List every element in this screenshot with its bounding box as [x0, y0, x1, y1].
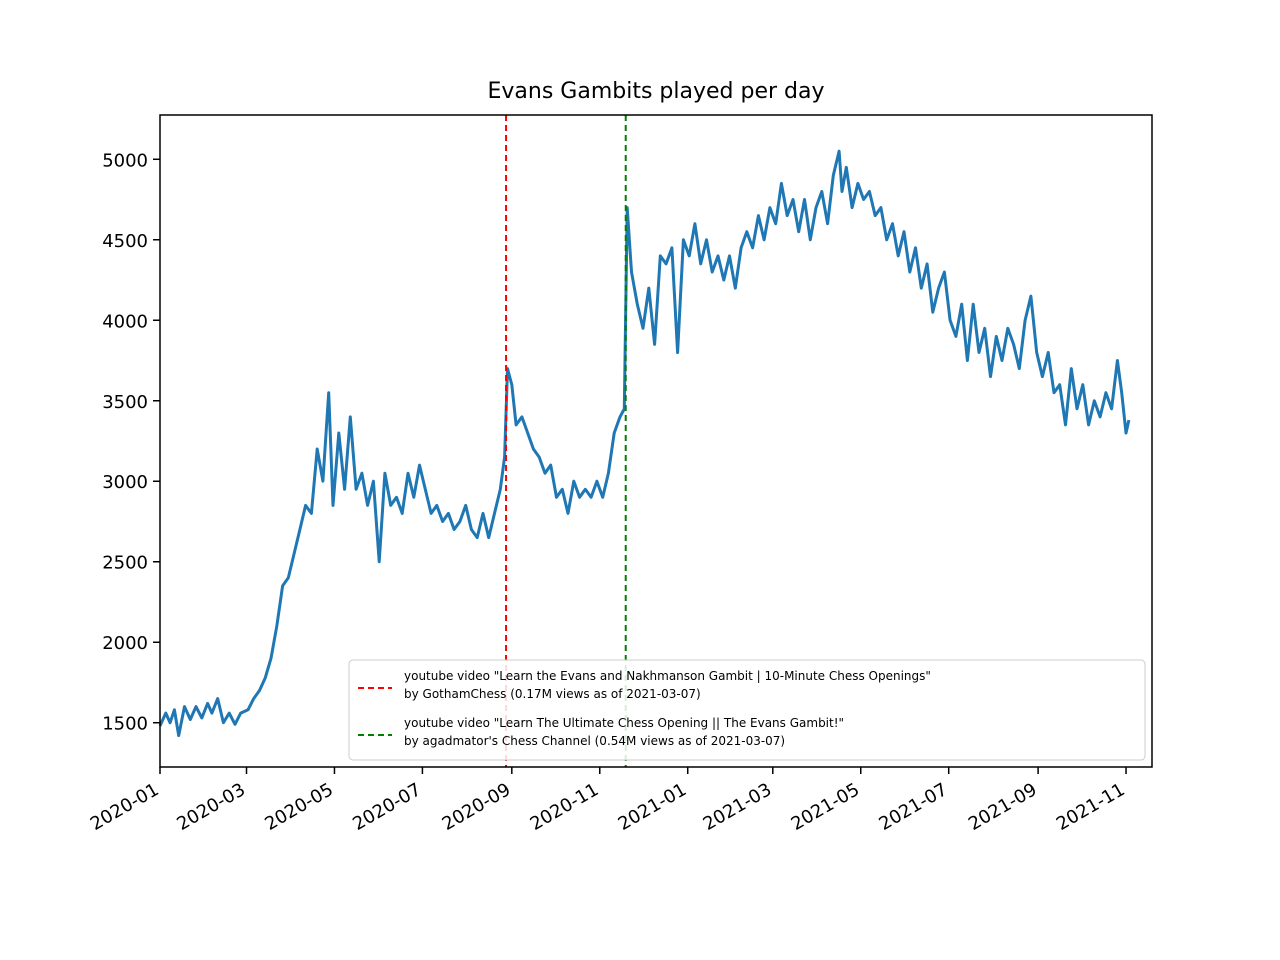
x-tick-label: 2020-01 [87, 779, 163, 835]
x-tick-label: 2020-11 [527, 779, 603, 835]
x-tick-label: 2020-03 [173, 779, 249, 835]
plot-area [158, 115, 1131, 767]
legend-label-line2-1: by agadmator's Chess Channel (0.54M view… [404, 734, 785, 748]
chart-title: Evans Gambits played per day [488, 79, 825, 104]
y-tick-label: 4500 [102, 231, 148, 252]
x-tick-label: 2021-07 [876, 779, 952, 835]
x-tick-label: 2020-09 [439, 779, 515, 835]
plot-frame [159, 114, 1153, 768]
y-tick-label: 2000 [102, 633, 148, 654]
x-tick-label: 2021-09 [965, 779, 1041, 835]
legend-label-line1-0: youtube video "Learn the Evans and Nakhm… [404, 669, 931, 683]
legend: youtube video "Learn the Evans and Nakhm… [348, 659, 1146, 761]
legend-box [348, 659, 1146, 761]
legend-label-line2-0: by GothamChess (0.17M views as of 2021-0… [404, 687, 701, 701]
x-tick-label: 2021-05 [788, 779, 864, 835]
x-tick-label: 2021-11 [1053, 779, 1129, 835]
y-tick-label: 1500 [102, 714, 148, 735]
x-tick-label: 2021-03 [700, 779, 776, 835]
legend-label-line1-1: youtube video "Learn The Ultimate Chess … [404, 716, 844, 730]
series-line-0 [158, 149, 1131, 738]
y-tick-label: 2500 [102, 553, 148, 574]
y-tick-label: 5000 [102, 150, 148, 171]
y-tick-label: 3500 [102, 392, 148, 413]
y-tick-label: 3000 [102, 472, 148, 493]
x-tick-label: 2020-05 [261, 779, 337, 835]
x-tick-label: 2021-01 [615, 779, 691, 835]
y-tick-label: 4000 [102, 311, 148, 332]
x-tick-label: 2020-07 [349, 779, 425, 835]
